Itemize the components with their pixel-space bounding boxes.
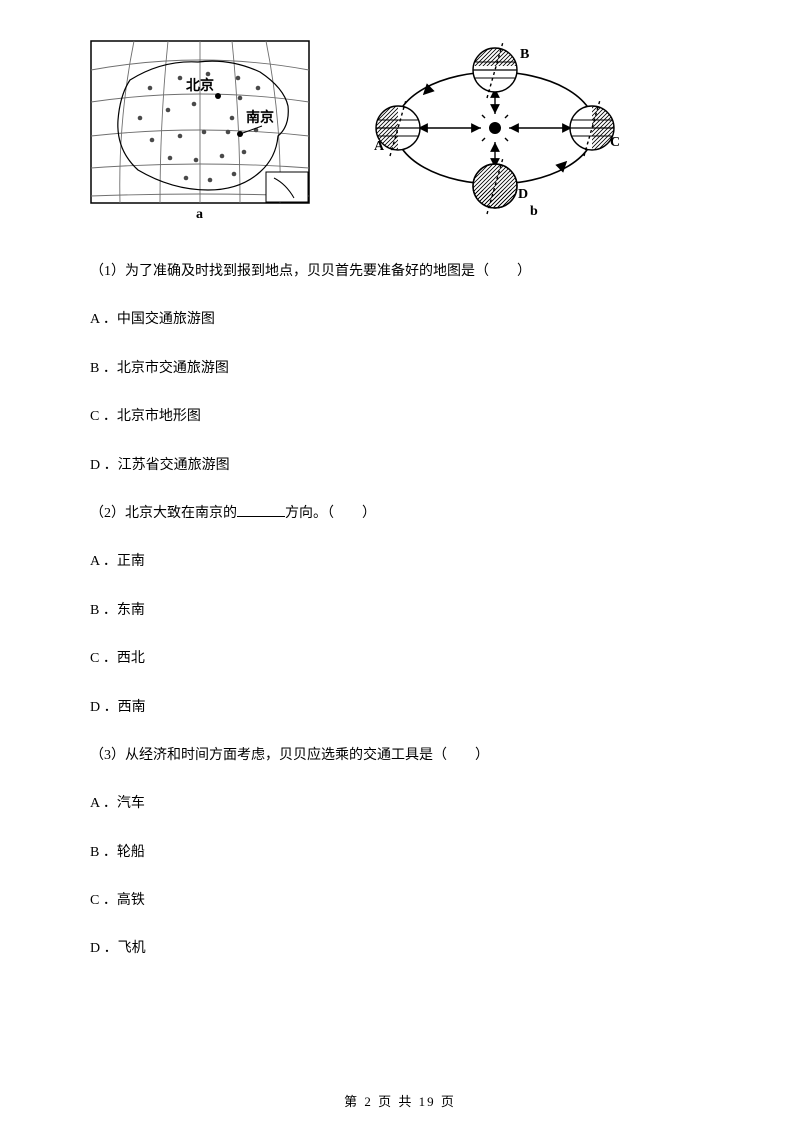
orbit-label-B: B (520, 47, 529, 62)
orbit-label-D: D (518, 187, 528, 202)
q2-option-B: B ．东南 (90, 600, 710, 622)
page-footer: 第 2 页 共 19 页 (0, 1091, 800, 1110)
orbit-svg: A B C D b (370, 40, 620, 220)
q1-option-D: D ．江苏省交通旅游图 (90, 455, 710, 477)
q2-option-A: A ．正南 (90, 551, 710, 573)
q2-stem-post: 方向。（ ） (285, 506, 376, 521)
figure-map-a: 北京 南京 a (90, 40, 310, 225)
china-map-svg: 北京 南京 a (90, 40, 310, 220)
q3-option-D: D ．飞机 (90, 938, 710, 960)
q2-stem: （2）北京大致在南京的 方向。（ ） (90, 503, 710, 525)
q3-option-B: B ．轮船 (90, 842, 710, 864)
q2-option-D: D ．西南 (90, 697, 710, 719)
questions: （1）为了准确及时找到报到地点，贝贝首先要准备好的地图是（ ） A ．中国交通旅… (90, 261, 710, 961)
q1-option-C: C ．北京市地形图 (90, 406, 710, 428)
map-label-nanjing: 南京 (246, 109, 274, 126)
q3-stem: （3）从经济和时间方面考虑，贝贝应选乘的交通工具是（ ） (90, 745, 710, 767)
q2-blank (237, 503, 285, 517)
figure-orbit-b: A B C D b (370, 40, 620, 225)
map-label-beijing: 北京 (186, 77, 214, 94)
q1-option-B: B ．北京市交通旅游图 (90, 358, 710, 380)
figure-tag-a: a (196, 207, 203, 220)
orbit-label-C: C (610, 135, 620, 150)
figure-tag-b: b (530, 204, 538, 219)
figures-row: 北京 南京 a (90, 40, 710, 225)
q2-option-C: C ．西北 (90, 648, 710, 670)
q1-option-A: A ．中国交通旅游图 (90, 309, 710, 331)
q3-option-C: C ．高铁 (90, 890, 710, 912)
q3-option-A: A ．汽车 (90, 793, 710, 815)
orbit-label-A: A (374, 139, 385, 154)
q1-stem: （1）为了准确及时找到报到地点，贝贝首先要准备好的地图是（ ） (90, 261, 710, 283)
q2-stem-pre: （2）北京大致在南京的 (90, 506, 237, 521)
